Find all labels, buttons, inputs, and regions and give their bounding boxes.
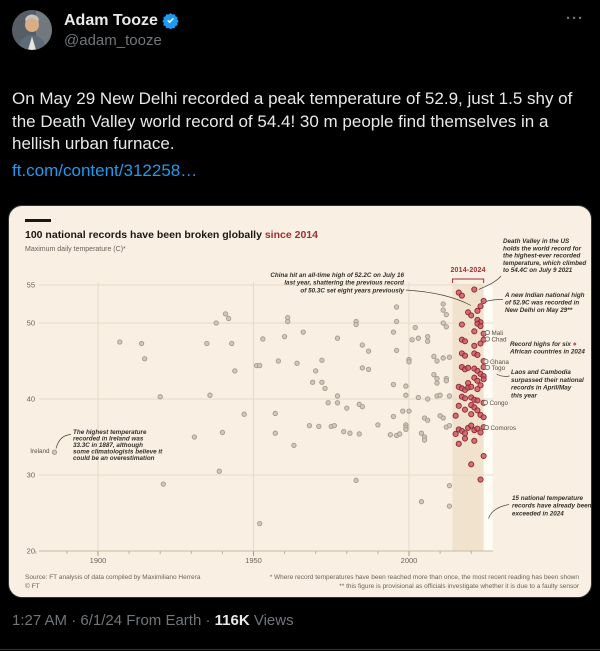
display-name[interactable]: Adam Tooze [64, 12, 158, 29]
svg-text:2000: 2000 [401, 556, 418, 565]
tweet-body: On May 29 New Delhi recorded a peak temp… [12, 88, 590, 182]
svg-text:30: 30 [27, 471, 35, 480]
meta-separator: · [71, 612, 77, 629]
footnote-2: ** this figure is provisional as officia… [339, 583, 579, 591]
svg-text:Togo: Togo [492, 365, 506, 372]
chart-media[interactable]: 20 30 40 50 55 1900 1950 2000 2014-2024 Ireland Ma… [8, 205, 592, 598]
date: 6/1/24 [80, 612, 123, 629]
scatter-plot: 20 30 40 50 55 1900 1950 2000 2014-2024 Ireland Ma… [27, 238, 591, 565]
svg-text:Congo: Congo [490, 400, 509, 407]
meta-separator: · [205, 612, 211, 629]
svg-text:55: 55 [27, 281, 35, 290]
svg-text:Chad: Chad [492, 337, 508, 344]
verified-badge-icon [162, 13, 179, 30]
chart-source: Source: FT analysis of data compiled by … [25, 573, 200, 592]
svg-text:1900: 1900 [90, 556, 107, 565]
svg-text:40: 40 [27, 395, 35, 404]
more-button[interactable]: ··· [566, 10, 584, 27]
chart-subtitle: Maximum daily temperature (C)* [25, 246, 126, 253]
svg-text:20: 20 [27, 547, 35, 556]
chart-title-accent: since 2014 [264, 229, 318, 241]
tweet-link[interactable]: ft.com/content/312258… [12, 160, 198, 180]
footnote-1: * Where record temperatures have been re… [269, 574, 579, 581]
svg-text:50: 50 [27, 319, 35, 328]
timestamp: 1:27 AM [12, 612, 68, 629]
copyright-line: © FT [25, 583, 40, 591]
ft-bar [25, 219, 51, 222]
user-block: Adam Tooze @adam_tooze [64, 11, 179, 49]
avatar[interactable] [12, 10, 52, 50]
svg-text:Mali: Mali [492, 330, 504, 337]
chart-title: 100 national records have been broken gl… [25, 229, 318, 241]
tweet-meta: 1:27 AM · 6/1/24 From Earth · 116K Views [12, 612, 294, 629]
svg-text:China hit an all-time high of: China hit an all-time high of 52.2C on J… [270, 272, 404, 294]
svg-text:Ghana: Ghana [490, 359, 509, 366]
svg-text:Comoros: Comoros [491, 425, 517, 432]
svg-text:Record highs for six ●African: Record highs for six ● African countries … [509, 341, 585, 356]
user-handle[interactable]: @adam_tooze [64, 32, 162, 50]
source-app: From Earth [126, 612, 202, 629]
tweet-text: On May 29 New Delhi recorded a peak temp… [12, 89, 573, 153]
svg-text:2014-2024: 2014-2024 [450, 267, 485, 274]
views-label: Views [253, 612, 294, 629]
views-count: 116K [214, 612, 250, 629]
chart-header: 100 national records have been broken gl… [25, 219, 318, 253]
source-line: Source: FT analysis of data compiled by … [25, 574, 201, 581]
bottom-divider [0, 649, 600, 650]
avatar-photo [12, 10, 52, 50]
chart-footnotes: * Where record temperatures have been re… [270, 573, 579, 592]
svg-text:1950: 1950 [245, 556, 262, 565]
svg-text:Ireland: Ireland [30, 448, 50, 455]
